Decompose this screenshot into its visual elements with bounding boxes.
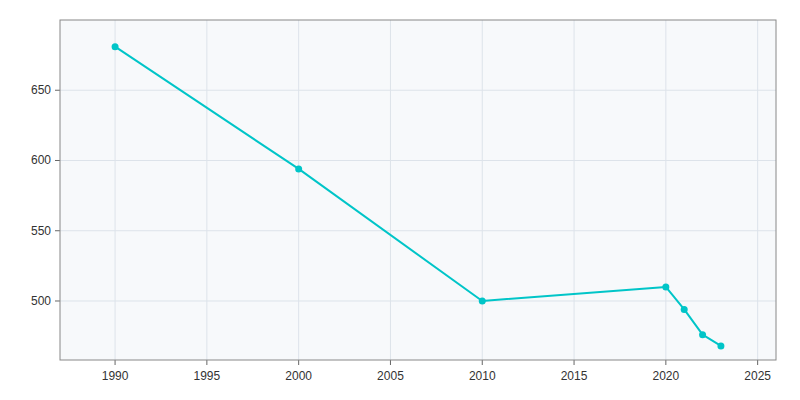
point — [681, 306, 688, 313]
x-tick-label: 2015 — [561, 369, 588, 383]
y-tick — [55, 160, 60, 161]
y-tick — [55, 90, 60, 91]
x-tick — [298, 360, 299, 365]
x-tick-label: 1995 — [194, 369, 221, 383]
y-grid-line — [60, 230, 776, 231]
x-tick — [482, 360, 483, 365]
x-tick-label: 2025 — [744, 369, 771, 383]
x-tick — [115, 360, 116, 365]
x-grid-line — [482, 20, 483, 360]
x-tick — [206, 360, 207, 365]
y-tick-label: 600 — [31, 153, 51, 167]
y-tick-label: 650 — [31, 83, 51, 97]
chart-container: 1990 1995 2000 2005 2010 2015 2020 2025 500 550 60… — [0, 0, 800, 400]
x-grid-line — [574, 20, 575, 360]
y-grid-line — [60, 300, 776, 301]
point — [699, 331, 706, 338]
x-tick-label: 2000 — [285, 369, 312, 383]
x-grid-line — [665, 20, 666, 360]
x-tick — [757, 360, 758, 365]
series — [112, 43, 725, 349]
point — [662, 283, 669, 290]
line — [115, 47, 721, 346]
chart: 1990 1995 2000 2005 2010 2015 2020 2025 500 550 60… — [0, 0, 800, 400]
x-tick — [390, 360, 391, 365]
point — [112, 43, 119, 50]
x-grid-line — [206, 20, 207, 360]
axes: 1990 1995 2000 2005 2010 2015 2020 2025 500 550 60… — [31, 83, 771, 383]
grid — [60, 20, 776, 360]
point — [479, 297, 486, 304]
y-tick — [55, 300, 60, 301]
y-tick-label: 500 — [31, 294, 51, 308]
x-grid-line — [390, 20, 391, 360]
x-grid-line — [115, 20, 116, 360]
point — [717, 342, 724, 349]
x-grid-line — [298, 20, 299, 360]
x-tick-label: 2010 — [469, 369, 496, 383]
point — [295, 165, 302, 172]
plot-background — [60, 20, 776, 360]
y-tick-label: 550 — [31, 224, 51, 238]
x-tick-label: 1990 — [102, 369, 129, 383]
plot-frame — [60, 20, 776, 360]
x-grid-line — [757, 20, 758, 360]
y-tick — [55, 230, 60, 231]
x-tick-label: 2020 — [652, 369, 679, 383]
y-grid-line — [60, 90, 776, 91]
x-tick-label: 2005 — [377, 369, 404, 383]
x-tick — [665, 360, 666, 365]
x-tick — [574, 360, 575, 365]
y-grid-line — [60, 160, 776, 161]
